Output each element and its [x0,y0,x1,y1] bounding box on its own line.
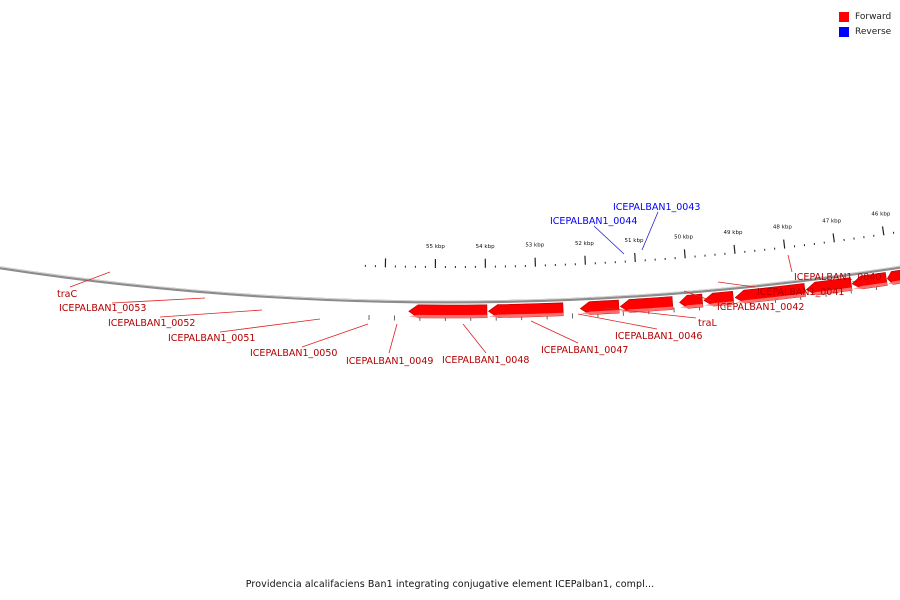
gene-label-icepalban1-0040: ICEPALBAN1_0040 [787,254,881,283]
ruler-label: 55 kbp [426,244,445,250]
major-tick [832,233,835,243]
gene-icepalban1-0053 [487,302,564,318]
backbone-line [0,265,900,304]
legend: Forward Reverse [839,9,891,39]
gene-label-icepalban1-0044: ICEPALBAN1_0044 [550,216,637,255]
ruler-label: 46 kbp [871,211,890,217]
gene-label-icepalban1-0050: ICEPALBAN1_0050 [250,323,369,359]
leader-line [530,320,579,344]
forward-swatch [839,11,849,22]
leader-line [717,281,756,288]
gene-shadow [852,282,888,289]
leader-line [593,225,625,255]
gene-label-text: ICEPALBAN1_0049 [346,356,433,367]
gene-trac [408,304,488,319]
leader-line [69,271,111,288]
leader-line [787,254,793,273]
leader-line [683,290,716,303]
gene-shadow [488,312,564,318]
backbone [0,265,900,304]
reverse-swatch [839,26,849,37]
ruler-label: 54 kbp [476,244,495,250]
leader-line [301,323,369,348]
gene-label-icepalban1-0048: ICEPALBAN1_0048 [442,323,529,366]
gene-shadow [408,314,488,318]
ruler-label: 47 kbp [822,218,841,224]
ruler-label: 52 kbp [575,241,594,247]
gene-label-text: ICEPALBAN1_0047 [541,345,628,356]
gene-icepalban1-0046 [851,272,888,290]
gene-shadow [806,287,853,296]
legend-reverse: Reverse [839,24,891,39]
leader-line [603,307,697,319]
gene-label-text: ICEPALBAN1_0042 [717,302,804,313]
gene-shadow [679,304,703,309]
ruler-label: 49 kbp [724,230,743,236]
ruler-label: 50 kbp [674,234,693,240]
gene-icepalban1-0049 [703,290,735,307]
leader-line [641,211,659,251]
ruler-label: 51 kbp [625,238,644,244]
gene-features [408,269,900,319]
backbone-highlight [0,265,900,302]
leader-line [388,323,398,354]
gene-label-icepalban1-0042: ICEPALBAN1_0042 [683,290,804,313]
leader-line [462,323,487,354]
major-tick [683,249,686,259]
gene-shadow [888,280,900,285]
ruler-label: 53 kbp [525,243,544,249]
gene-label-text: ICEPALBAN1_0053 [59,303,146,314]
gene-label-text: ICEPALBAN1_0041 [757,287,844,298]
gene-label-text: ICEPALBAN1_0044 [550,216,637,227]
major-tick [783,239,786,249]
gene-icepalban1-0051 [619,296,674,313]
gene-label-trac: traC [57,271,111,300]
leader-line [219,318,321,333]
gene-label-icepalban1-0046: ICEPALBAN1_0046 [577,313,702,342]
gene-label-icepalban1-0053: ICEPALBAN1_0053 [59,297,206,314]
gene-shadow [580,310,620,315]
gene-label-text: ICEPALBAN1_0046 [615,331,702,342]
gene-label-text: traC [57,289,77,300]
map-caption: Providencia alcalifaciens Ban1 integrati… [245,579,655,590]
gene-label-text: ICEPALBAN1_0043 [613,202,700,213]
gene-label-text: ICEPALBAN1_0040 [794,272,881,283]
gene-label-icepalban1-0052: ICEPALBAN1_0052 [108,309,263,329]
legend-forward: Forward [839,9,891,24]
gene-icepalban1-0047 [805,277,853,296]
legend-reverse-label: Reverse [855,26,892,37]
gene-label-icepalban1-0043: ICEPALBAN1_0043 [613,202,700,251]
gene-tral [886,269,900,285]
gene-shadow [704,301,734,307]
gene-icepalban1-0050 [679,293,704,309]
gene-label-text: ICEPALBAN1_0051 [168,333,255,344]
gene-label-icepalban1-0049: ICEPALBAN1_0049 [346,323,433,367]
gene-label-text: ICEPALBAN1_0052 [108,318,195,329]
leader-line [111,297,206,304]
ruler-label: 48 kbp [773,225,792,231]
leader-line [577,313,658,330]
gene-label-icepalban1-0051: ICEPALBAN1_0051 [168,318,321,344]
gene-label-text: ICEPALBAN1_0048 [442,355,529,366]
gene-label-text: ICEPALBAN1_0050 [250,348,337,359]
gene-shadow [735,293,806,304]
major-tick [733,244,736,254]
gene-label-text: traL [698,318,717,329]
leader-line [159,309,263,318]
gene-label-icepalban1-0047: ICEPALBAN1_0047 [530,320,628,356]
gene-icepalban1-0052 [579,299,620,315]
gene-labels: ICEPALBAN1_0040 ICEPALBAN1_0041 ICEPALBAN1… [57,202,881,367]
gene-icepalban1-0048 [734,283,806,304]
legend-forward-label: Forward [855,11,892,22]
major-tick [634,252,636,263]
major-tick [881,226,885,236]
gene-label-tral: traL [603,307,717,329]
gene-label-icepalban1-0041: ICEPALBAN1_0041 [717,281,844,298]
